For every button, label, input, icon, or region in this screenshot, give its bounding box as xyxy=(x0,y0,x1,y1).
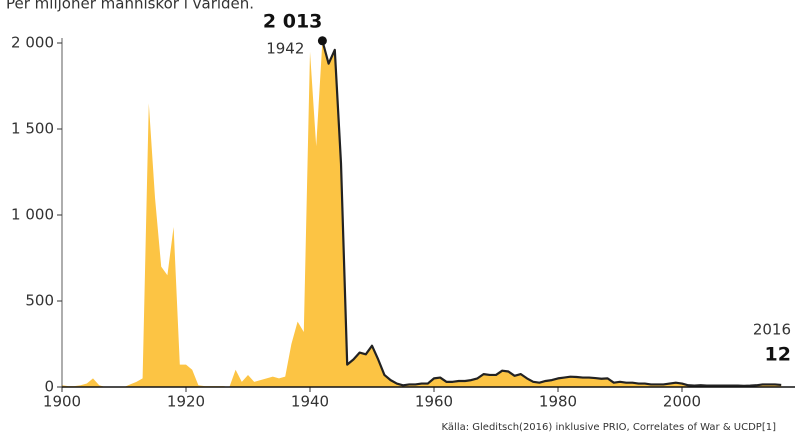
annotation-year: 1942 xyxy=(266,39,304,57)
annotation-value: 2 013 xyxy=(263,10,323,32)
source-note: Källa: Gleditsch(2016) inklusive PRIO, C… xyxy=(442,422,777,433)
x-tick-label: 1980 xyxy=(539,393,577,411)
x-tick-label: 1900 xyxy=(43,393,81,411)
highlight-line xyxy=(321,40,782,387)
y-tick-label: 1 500 xyxy=(11,120,54,138)
y-tick-label: 0 xyxy=(44,378,54,396)
x-tick-label: 2000 xyxy=(663,393,701,411)
area xyxy=(62,40,782,387)
annotation-value: 12 xyxy=(765,344,791,366)
x-tick-label: 1920 xyxy=(167,393,205,411)
y-tick-label: 1 000 xyxy=(11,206,54,224)
chart-title: Per miljoner människor i världen. xyxy=(6,0,254,13)
annotation-year: 2016 xyxy=(753,321,791,339)
y-tick-label: 2 000 xyxy=(11,34,54,52)
x-tick-label: 1960 xyxy=(415,393,453,411)
x-tick-label: 1940 xyxy=(291,393,329,411)
y-tick-label: 500 xyxy=(25,292,54,310)
peak-dot xyxy=(317,36,327,46)
